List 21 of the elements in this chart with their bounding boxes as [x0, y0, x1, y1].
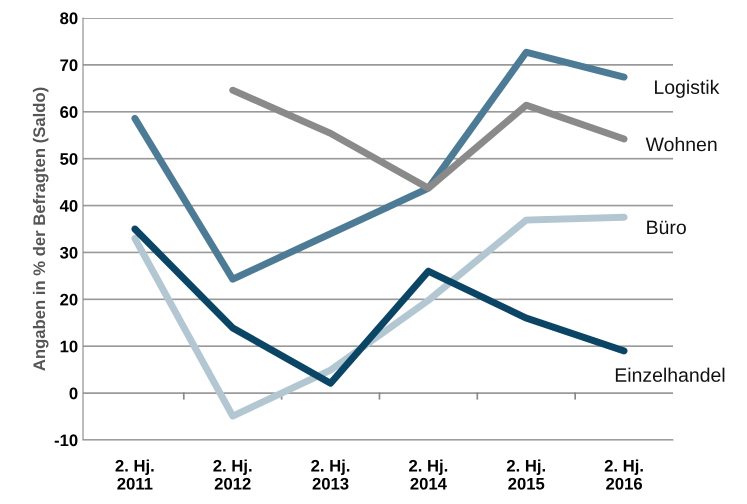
series-label: Logistik	[655, 80, 720, 98]
y-tick-label: 70	[60, 59, 78, 72]
y-tick-label: -10	[54, 434, 78, 446]
y-tick-label: 60	[60, 106, 78, 118]
x-tick-label: 2. Hj. 2013	[311, 459, 350, 490]
series-label: Wohnen	[646, 136, 716, 152]
y-tick-label: 10	[60, 340, 78, 352]
y-tick-label: 80	[60, 12, 78, 24]
x-tick-label: 2. Hj. 2016	[604, 459, 643, 490]
series-label: Einzelhandel	[616, 368, 724, 382]
y-tick-label: 30	[60, 246, 78, 259]
series-label: Büro	[647, 220, 686, 234]
x-tick-label: 2. Hj. 2012	[213, 459, 252, 490]
y-tick-label: 20	[60, 294, 78, 306]
x-tick-label: 2. Hj. 2011	[116, 459, 154, 490]
y-tick-label: 40	[60, 200, 78, 212]
y-tick-label: 50	[60, 153, 78, 165]
x-tick-label: 2. Hj. 2014	[409, 459, 448, 490]
y-tick-label: 0	[70, 388, 78, 400]
y-axis-title: Angaben in % der Befragten (Saldo)	[32, 88, 48, 371]
x-tick-label: 2. Hj. 2015	[506, 459, 545, 490]
